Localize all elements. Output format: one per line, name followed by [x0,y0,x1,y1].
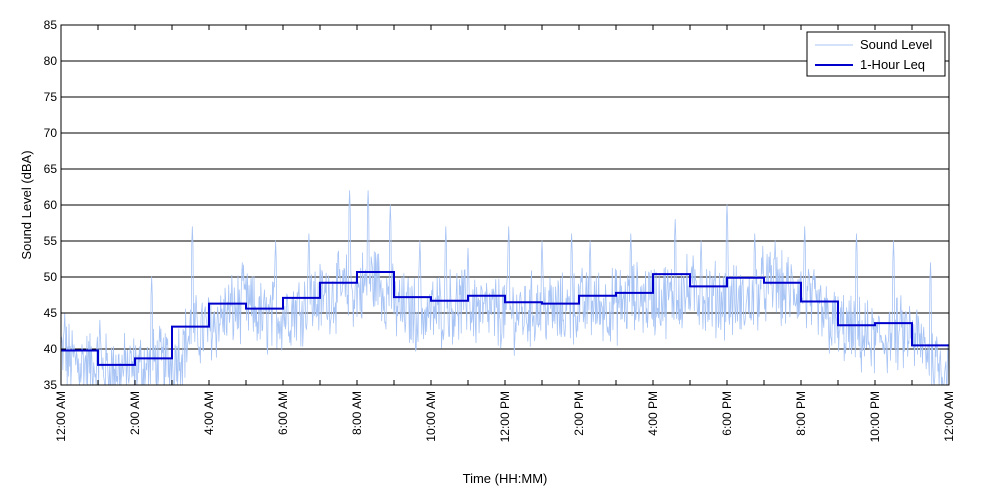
y-axis-title: Sound Level (dBA) [19,150,34,259]
y-tick-label-60: 60 [44,198,58,212]
x-axis-ticks: 12:00 AM 2:00 AM 4:00 AM 6:00 AM 8:00 AM 10:0… [54,25,956,442]
x-tick-label-3: 6:00 AM [276,391,290,435]
x-tick-label-0: 12:00 AM [54,391,68,442]
leq-series [61,270,949,366]
sound-level-series [60,190,950,386]
legend-label-leq: 1-Hour Leq [860,57,925,72]
x-axis-title: Time (HH:MM) [463,471,548,486]
x-tick-label-12: 12:00 AM [942,391,956,442]
legend-label-sound-level: Sound Level [860,37,932,52]
x-tick-label-8: 4:00 PM [646,391,660,436]
legend-box [806,31,946,77]
y-tick-label-40: 40 [44,342,58,356]
x-tick-label-9: 6:00 PM [720,391,734,436]
x-tick-label-4: 8:00 AM [350,391,364,435]
x-tick-label-10: 8:00 PM [794,391,808,436]
x-tick-label-5: 10:00 AM [424,391,438,442]
y-tick-label-75: 75 [44,90,58,104]
y-tick-label-85: 85 [44,18,58,32]
y-tick-label-45: 45 [44,306,58,320]
x-tick-label-7: 2:00 PM [572,391,586,436]
x-tick-label-6: 12:00 PM [498,391,512,442]
leq-step-line [61,270,949,366]
legend: Sound Level 1-Hour Leq [806,31,946,77]
y-tick-label-55: 55 [44,234,58,248]
x-tick-label-1: 2:00 AM [128,391,142,435]
x-tick-label-11: 10:00 PM [868,391,882,442]
y-tick-label-80: 80 [44,54,58,68]
sound-level-line [60,190,950,386]
y-tick-label-50: 50 [44,270,58,284]
y-tick-label-35: 35 [44,378,58,392]
y-tick-label-70: 70 [44,126,58,140]
y-tick-label-65: 65 [44,162,58,176]
x-tick-label-2: 4:00 AM [202,391,216,435]
y-axis-ticks: 35 40 45 50 55 60 65 70 75 80 85 [44,18,949,392]
